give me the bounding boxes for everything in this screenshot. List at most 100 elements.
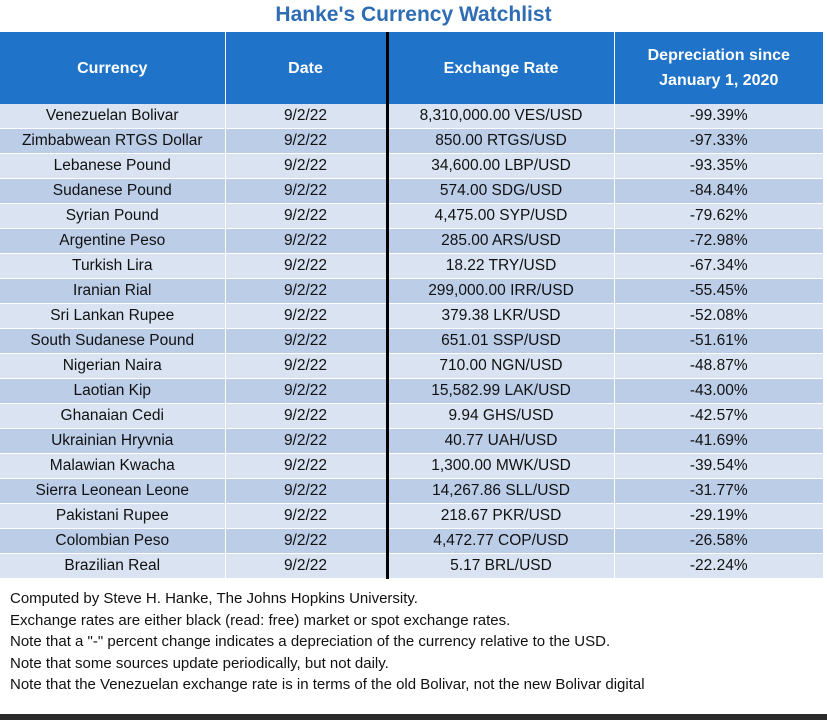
cell-exchange-rate: 40.77 UAH/USD	[387, 428, 615, 454]
cell-exchange-rate: 4,475.00 SYP/USD	[387, 203, 615, 229]
currency-table: Currency Date Exchange Rate Depreciation…	[0, 32, 823, 579]
table-body: Venezuelan Bolivar 9/2/22 8,310,000.00 VES…	[0, 104, 823, 579]
table-row: Syrian Pound 9/2/22 4,475.00 SYP/USD -79.62…	[0, 203, 823, 229]
cell-depreciation: -97.33%	[614, 128, 823, 154]
cell-currency: Turkish Lira	[0, 253, 226, 279]
table-row: Colombian Peso 9/2/22 4,472.77 COP/USD -26.…	[0, 528, 823, 554]
table-row: Argentine Peso 9/2/22 285.00 ARS/USD -72.98…	[0, 228, 823, 254]
cell-date: 9/2/22	[225, 453, 389, 479]
cell-date: 9/2/22	[225, 228, 389, 254]
cell-currency: Zimbabwean RTGS Dollar	[0, 128, 226, 154]
cell-exchange-rate: 574.00 SDG/USD	[387, 178, 615, 204]
cell-date: 9/2/22	[225, 428, 389, 454]
cell-depreciation: -51.61%	[614, 328, 823, 354]
cell-depreciation: -93.35%	[614, 153, 823, 179]
cell-depreciation: -52.08%	[614, 303, 823, 329]
cell-currency: Argentine Peso	[0, 228, 226, 254]
cell-currency: Laotian Kip	[0, 378, 226, 404]
cell-date: 9/2/22	[225, 104, 389, 129]
footnote-line: Computed by Steve H. Hanke, The Johns Ho…	[10, 590, 418, 607]
cell-depreciation: -31.77%	[614, 478, 823, 504]
table-row: Sudanese Pound 9/2/22 574.00 SDG/USD -84.84…	[0, 178, 823, 204]
cell-exchange-rate: 14,267.86 SLL/USD	[387, 478, 615, 504]
cell-exchange-rate: 710.00 NGN/USD	[387, 353, 615, 379]
cell-depreciation: -48.87%	[614, 353, 823, 379]
footnotes: Computed by Steve H. Hanke, The Johns Ho…	[10, 588, 645, 696]
cell-date: 9/2/22	[225, 203, 389, 229]
bottom-edge-bar	[0, 714, 827, 720]
cell-date: 9/2/22	[225, 178, 389, 204]
table-row: Ghanaian Cedi 9/2/22 9.94 GHS/USD -42.57%	[0, 403, 823, 429]
cell-depreciation: -22.24%	[614, 553, 823, 579]
footnote-line: Exchange rates are either black (read: f…	[10, 611, 511, 629]
table-row: Zimbabwean RTGS Dollar 9/2/22 850.00 RTGS/…	[0, 128, 823, 154]
table-row: Malawian Kwacha 9/2/22 1,300.00 MWK/USD -39…	[0, 453, 823, 479]
table-row: Iranian Rial 9/2/22 299,000.00 IRR/USD -55.…	[0, 278, 823, 304]
cell-currency: Sudanese Pound	[0, 178, 226, 204]
cell-date: 9/2/22	[225, 278, 389, 304]
table-row: Venezuelan Bolivar 9/2/22 8,310,000.00 VES…	[0, 104, 823, 129]
cell-date: 9/2/22	[225, 403, 389, 429]
table-header-row: Currency Date Exchange Rate Depreciation…	[0, 32, 823, 104]
cell-depreciation: -42.57%	[614, 403, 823, 429]
cell-date: 9/2/22	[225, 253, 389, 279]
cell-date: 9/2/22	[225, 503, 389, 529]
cell-depreciation: -43.00%	[614, 378, 823, 404]
cell-date: 9/2/22	[225, 128, 389, 154]
cell-exchange-rate: 379.38 LKR/USD	[387, 303, 615, 329]
cell-currency: Lebanese Pound	[0, 153, 226, 179]
cell-currency: Malawian Kwacha	[0, 453, 226, 479]
cell-depreciation: -99.39%	[614, 104, 823, 129]
cell-currency: Ukrainian Hryvnia	[0, 428, 226, 454]
cell-depreciation: -84.84%	[614, 178, 823, 204]
cell-date: 9/2/22	[225, 328, 389, 354]
table-row: Pakistani Rupee 9/2/22 218.67 PKR/USD -29.1…	[0, 503, 823, 529]
column-header-depreciation: Depreciation since January 1, 2020	[614, 32, 823, 104]
cell-exchange-rate: 299,000.00 IRR/USD	[387, 278, 615, 304]
cell-depreciation: -55.45%	[614, 278, 823, 304]
table-row: Brazilian Real 9/2/22 5.17 BRL/USD -22.24%	[0, 553, 823, 579]
cell-currency: Pakistani Rupee	[0, 503, 226, 529]
cell-currency: Nigerian Naira	[0, 353, 226, 379]
cell-date: 9/2/22	[225, 153, 389, 179]
cell-exchange-rate: 8,310,000.00 VES/USD	[387, 104, 615, 129]
cell-currency: Sri Lankan Rupee	[0, 303, 226, 329]
depreciation-header-line2: January 1, 2020	[659, 72, 779, 89]
cell-date: 9/2/22	[225, 478, 389, 504]
cell-exchange-rate: 651.01 SSP/USD	[387, 328, 615, 354]
depreciation-header-line1: Depreciation since	[647, 47, 790, 64]
cell-date: 9/2/22	[225, 528, 389, 554]
table-row: Lebanese Pound 9/2/22 34,600.00 LBP/USD -93…	[0, 153, 823, 179]
table-row: Turkish Lira 9/2/22 18.22 TRY/USD -67.34%	[0, 253, 823, 279]
cell-depreciation: -41.69%	[614, 428, 823, 454]
column-header-date: Date	[225, 32, 389, 104]
table-row: South Sudanese Pound 9/2/22 651.01 SSP/USD…	[0, 328, 823, 354]
table-row: Nigerian Naira 9/2/22 710.00 NGN/USD -48.87…	[0, 353, 823, 379]
cell-depreciation: -29.19%	[614, 503, 823, 529]
cell-exchange-rate: 285.00 ARS/USD	[387, 228, 615, 254]
currency-table-container: Currency Date Exchange Rate Depreciation…	[0, 32, 823, 579]
cell-exchange-rate: 18.22 TRY/USD	[387, 253, 615, 279]
table-row: Sierra Leonean Leone 9/2/22 14,267.86 SLL/…	[0, 478, 823, 504]
cell-currency: Iranian Rial	[0, 278, 226, 304]
cell-depreciation: -39.54%	[614, 453, 823, 479]
cell-date: 9/2/22	[225, 553, 389, 579]
cell-currency: Syrian Pound	[0, 203, 226, 229]
table-row: Laotian Kip 9/2/22 15,582.99 LAK/USD -43.00…	[0, 378, 823, 404]
footnote-line: Note that the Venezuelan exchange rate i…	[10, 676, 645, 693]
cell-depreciation: -26.58%	[614, 528, 823, 554]
cell-exchange-rate: 9.94 GHS/USD	[387, 403, 615, 429]
cell-exchange-rate: 218.67 PKR/USD	[387, 503, 615, 529]
cell-date: 9/2/22	[225, 353, 389, 379]
cell-currency: Sierra Leonean Leone	[0, 478, 226, 504]
cell-exchange-rate: 4,472.77 COP/USD	[387, 528, 615, 554]
cell-exchange-rate: 850.00 RTGS/USD	[387, 128, 615, 154]
cell-exchange-rate: 1,300.00 MWK/USD	[387, 453, 615, 479]
table-row: Ukrainian Hryvnia 9/2/22 40.77 UAH/USD -41.…	[0, 428, 823, 454]
cell-currency: Colombian Peso	[0, 528, 226, 554]
table-row: Sri Lankan Rupee 9/2/22 379.38 LKR/USD -52.…	[0, 303, 823, 329]
footnote-line: Note that a "-" percent change indicates…	[10, 633, 611, 650]
cell-currency: Brazilian Real	[0, 553, 226, 579]
column-header-exchange-rate: Exchange Rate	[387, 32, 615, 104]
cell-currency: Ghanaian Cedi	[0, 403, 226, 429]
